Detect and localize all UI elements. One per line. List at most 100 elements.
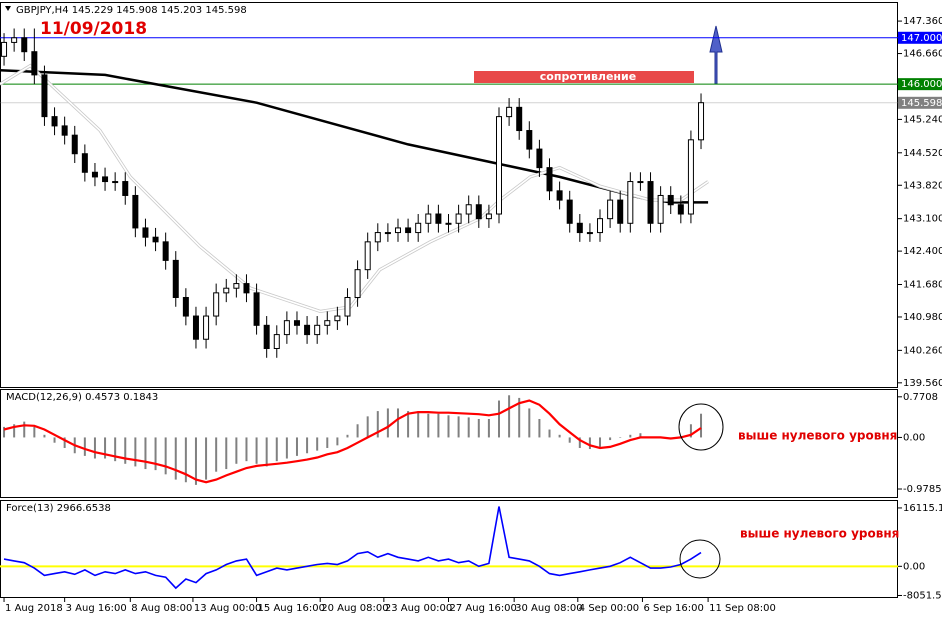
histogram-bar [457,416,460,438]
up-arrow [709,25,723,85]
candle-body [556,190,563,201]
candle-body [71,134,78,155]
candle-body [354,269,361,298]
candle-body [304,324,311,336]
candle-body [203,315,210,340]
histogram-bar [3,426,6,438]
histogram-bar [366,416,369,438]
candle-body [162,241,169,261]
candle-body [455,213,462,224]
histogram-bar [689,424,692,438]
candle-body [344,296,351,317]
series-line [3,506,702,590]
histogram-bar [356,424,359,438]
histogram-bar [205,437,208,480]
level-label: 147.000 [901,33,942,44]
histogram-bar [427,413,430,438]
y-tick-label: 139.560 [903,378,942,389]
histogram-bar [498,400,501,438]
x-tick-label: 27 Aug 16:00 [449,603,516,614]
histogram-bar [265,437,268,467]
highlight-ellipse [678,403,724,451]
histogram-bar [93,437,96,459]
x-tick-label: 4 Sep 00:00 [579,603,639,614]
histogram-bar [336,437,339,446]
candle-body [627,181,634,224]
histogram-bar [144,437,147,470]
candle-body [81,153,88,173]
histogram-bar [43,434,46,438]
histogram-bar [83,437,86,456]
histogram-bar [316,437,319,451]
candle-body [384,232,391,235]
histogram-bar [194,437,197,485]
candle-body [687,139,694,215]
candle-body [647,181,654,224]
y-tick-label: 0.00 [903,561,925,572]
candle-body [253,292,260,326]
y-tick-label: 16115.16 [903,503,942,514]
y-tick-label: -0.9785 [903,484,942,495]
candle-body [536,148,543,169]
histogram-bar [285,437,288,459]
y-tick-label: 144.520 [903,148,942,159]
force-panel [0,500,898,598]
histogram-bar [306,437,309,454]
x-tick-label: 20 Aug 08:00 [321,603,388,614]
histogram-bar [588,437,591,450]
candle-body [677,204,684,215]
level-tag [898,96,942,109]
y-tick-label: -8051.5266 [903,590,942,601]
histogram-bar [447,415,450,438]
candle-body [314,324,321,336]
candle-body [465,204,472,215]
histogram-bar [396,408,399,438]
candle-body [526,130,533,150]
candle-body [617,199,624,224]
histogram-bar [639,433,642,438]
candle-body [637,181,644,184]
candle-body [102,176,109,183]
histogram-bar [508,395,511,438]
histogram-bar [245,437,248,462]
macd-note: выше нулевого уровня [738,429,897,443]
histogram-bar [164,437,167,475]
candle-body [657,194,664,224]
histogram-bar [518,397,521,438]
x-tick-label: 8 Aug 08:00 [131,603,192,614]
x-tick-label: 3 Aug 16:00 [66,603,127,614]
force-note: выше нулевого уровня [740,527,899,541]
histogram-bar [215,437,218,472]
candle-body [435,213,442,224]
candle-body [142,227,149,238]
candle-body [31,51,38,76]
histogram-bar [467,417,470,438]
histogram-bar [477,418,480,438]
chart-title: GBPJPY,H4 145.229 145.908 145.203 145.59… [16,5,247,16]
candle-body [405,227,412,234]
candle-body [51,116,58,127]
histogram-bar [417,411,420,438]
level-tag [898,78,942,91]
histogram-bar [124,437,127,464]
candle-body [273,334,280,350]
histogram-bar [295,437,298,456]
histogram-bar [53,437,56,443]
y-tick-label: 140.980 [903,312,942,323]
x-tick-label: 1 Aug 2018 [5,603,63,614]
histogram-bar [619,437,622,438]
y-tick-label: 143.100 [903,214,942,225]
candle-body [576,222,583,234]
candle-body [293,320,300,326]
histogram-bar [63,437,66,448]
symbol-icon [5,6,11,11]
y-tick-label: 147.360 [903,16,942,27]
histogram-bar [528,408,531,438]
candle-body [152,236,159,243]
histogram-bar [134,437,137,467]
highlight-ellipse [679,539,721,579]
candle-body [597,218,604,234]
candle-body [41,74,48,118]
candle-body [112,181,119,184]
